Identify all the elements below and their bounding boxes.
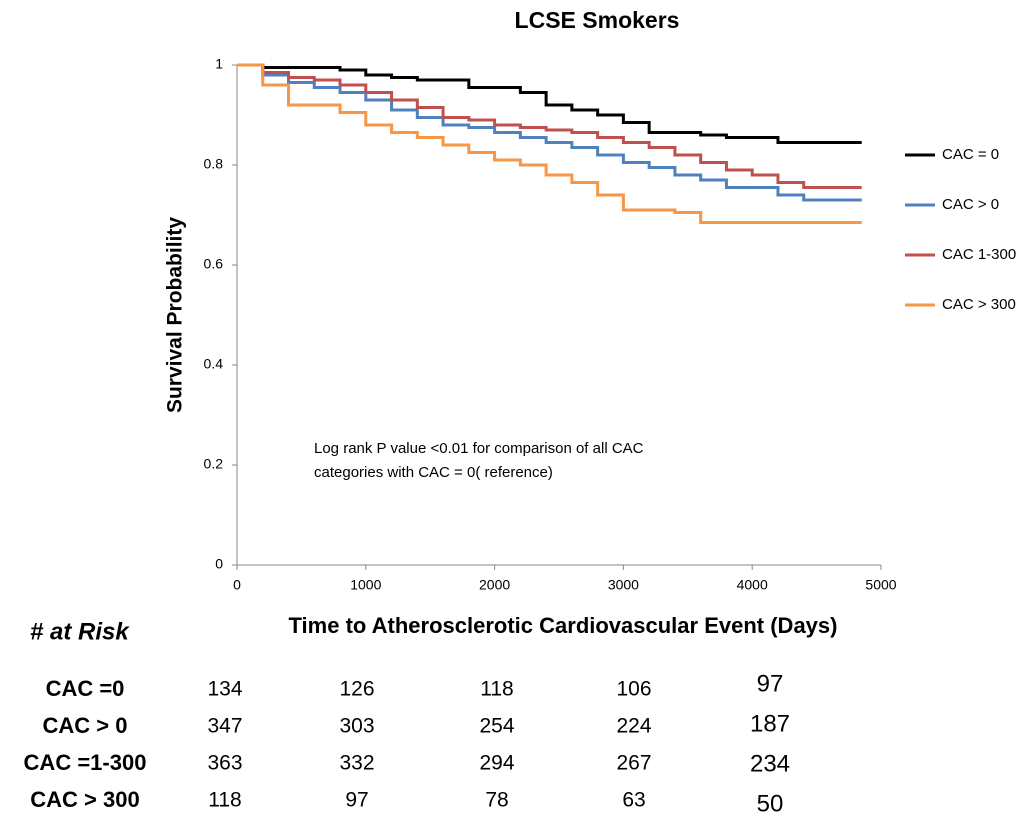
x-tick-label: 2000 <box>479 577 510 593</box>
legend-label: CAC = 0 <box>942 146 999 163</box>
risk-value: 126 <box>339 678 374 701</box>
risk-value: 363 <box>207 752 242 775</box>
risk-value: 97 <box>757 670 784 697</box>
risk-value: 267 <box>616 752 651 775</box>
y-tick-label: 1 <box>215 56 223 72</box>
x-tick-label: 1000 <box>350 577 381 593</box>
legend-label: CAC > 0 <box>942 196 999 213</box>
legend-label: CAC 1-300 <box>942 246 1016 263</box>
y-tick-label: 0.8 <box>204 156 224 172</box>
risk-value: 50 <box>757 790 784 817</box>
risk-value: 134 <box>207 678 242 701</box>
risk-value: 118 <box>208 789 241 812</box>
legend-label: CAC > 300 <box>942 296 1016 313</box>
risk-row-label: CAC > 0 <box>43 713 128 738</box>
risk-value: 106 <box>616 678 651 701</box>
risk-value: 294 <box>479 752 514 775</box>
x-axis-label: Time to Atherosclerotic Cardiovascular E… <box>289 613 838 638</box>
chart-title: LCSE Smokers <box>515 7 680 33</box>
risk-value: 234 <box>750 750 790 777</box>
risk-row-label: CAC =0 <box>46 676 125 701</box>
x-tick-label: 4000 <box>737 577 768 593</box>
risk-value: 118 <box>480 678 513 701</box>
x-tick-label: 0 <box>233 577 241 593</box>
risk-value: 254 <box>479 715 514 738</box>
survival-line <box>237 63 862 189</box>
survival-line <box>237 63 862 144</box>
risk-row-label: CAC > 300 <box>30 787 139 812</box>
y-tick-label: 0.4 <box>204 356 224 372</box>
risk-value: 78 <box>485 789 508 812</box>
y-tick-label: 0.2 <box>204 456 224 472</box>
survival-line <box>237 63 862 224</box>
risk-value: 224 <box>616 715 651 738</box>
risk-value: 187 <box>750 710 790 737</box>
risk-table-title: # at Risk <box>30 618 130 645</box>
y-tick-label: 0.6 <box>204 256 224 272</box>
x-tick-label: 3000 <box>608 577 639 593</box>
risk-value: 347 <box>207 715 242 738</box>
risk-row-label: CAC =1-300 <box>24 750 147 775</box>
x-tick-label: 5000 <box>865 577 896 593</box>
risk-value: 332 <box>339 752 374 775</box>
annotation: Log rank P value <0.01 for comparison of… <box>314 440 644 457</box>
risk-value: 97 <box>345 789 368 812</box>
risk-value: 63 <box>622 789 645 812</box>
y-axis-label: Survival Probability <box>164 217 187 413</box>
risk-value: 303 <box>339 715 374 738</box>
y-tick-label: 0 <box>215 556 223 572</box>
annotation: categories with CAC = 0( reference) <box>314 464 553 481</box>
survival-line <box>237 63 862 202</box>
